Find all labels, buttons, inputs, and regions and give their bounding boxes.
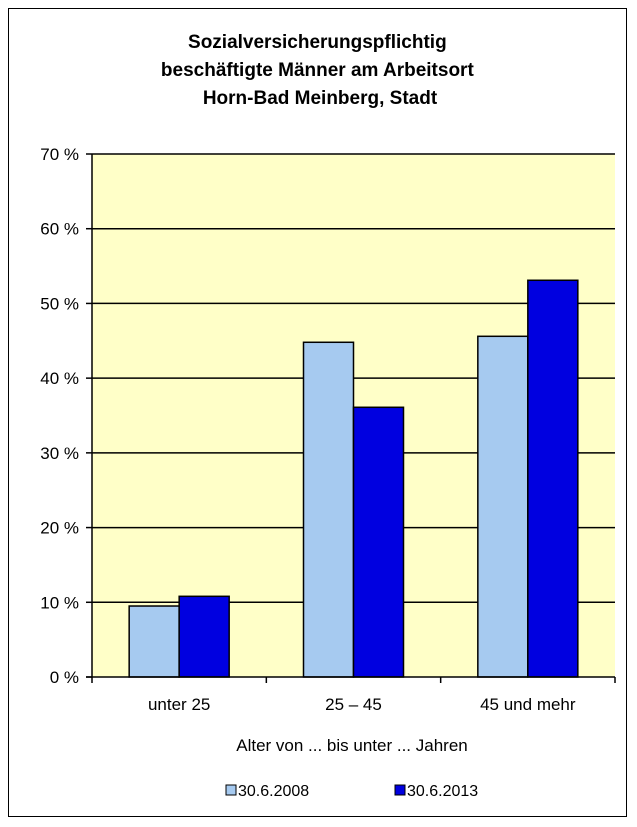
y-tick-label: 20 % bbox=[40, 519, 79, 538]
x-tick-labels: unter 25 25 – 45 45 und mehr bbox=[148, 695, 576, 714]
y-tick-label: 60 % bbox=[40, 220, 79, 239]
x-axis-label: Alter von ... bis unter ... Jahren bbox=[236, 736, 468, 755]
bar-1-3 bbox=[477, 335, 529, 678]
y-tick-labels: 0 % 10 % 20 % 30 % 40 % 50 % 60 % 70 % bbox=[40, 145, 79, 687]
chart-title-line-3: Horn-Bad Meinberg, Stadt bbox=[203, 88, 438, 109]
x-tick-label: unter 25 bbox=[148, 695, 210, 714]
legend-swatch bbox=[394, 784, 406, 796]
legend: 30.6.2008 30.6.2013 bbox=[225, 783, 478, 800]
legend-swatch bbox=[225, 784, 237, 796]
x-tick-label: 25 – 45 bbox=[325, 695, 382, 714]
y-tick-label: 40 % bbox=[40, 369, 79, 388]
chart-title-line-2: beschäftigte Männer am Arbeitsort bbox=[161, 60, 475, 81]
bars bbox=[128, 279, 579, 678]
chart-title: Sozialversicherungspflichtig beschäftigt… bbox=[161, 32, 479, 109]
chart-title-line-1: Sozialversicherungspflichtig bbox=[188, 32, 447, 53]
bar-2-3 bbox=[527, 279, 579, 678]
y-tick-label: 30 % bbox=[40, 444, 79, 463]
bar-1-1 bbox=[128, 605, 180, 678]
y-tick-label: 70 % bbox=[40, 145, 79, 164]
y-tick-label: 50 % bbox=[40, 294, 79, 313]
x-tick-label: 45 und mehr bbox=[480, 695, 576, 714]
legend-label: 30.6.2013 bbox=[407, 783, 478, 800]
bar-2-1 bbox=[178, 595, 230, 678]
bar-1-2 bbox=[302, 341, 355, 678]
legend-label: 30.6.2008 bbox=[238, 783, 309, 800]
axes bbox=[86, 154, 616, 683]
y-tick-label: 10 % bbox=[40, 593, 79, 612]
y-tick-label: 0 % bbox=[50, 668, 79, 687]
bar-2-2 bbox=[352, 406, 405, 678]
